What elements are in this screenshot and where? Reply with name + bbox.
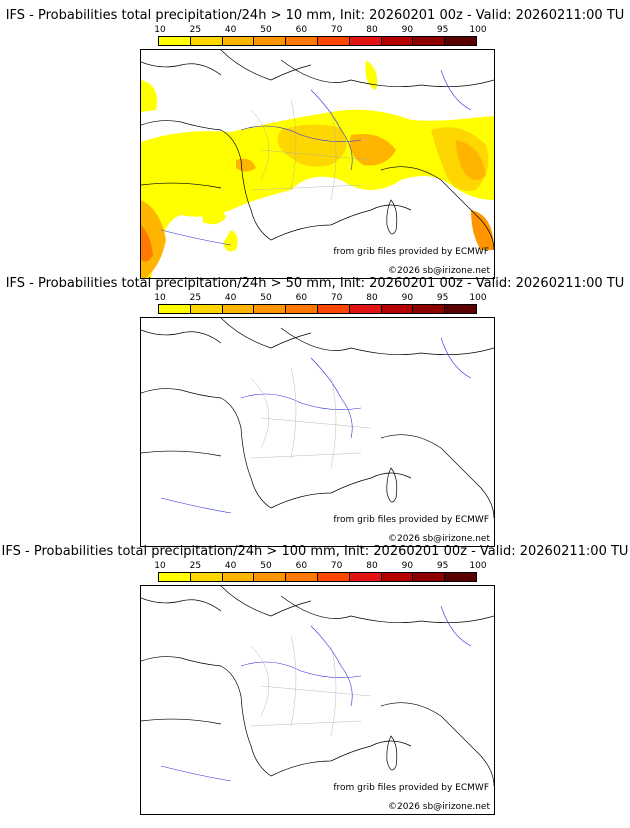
map-panel-10mm: IFS - Probabilities total precipitation/… (0, 0, 630, 279)
legend-swatch (190, 573, 223, 581)
legend-swatch (381, 37, 414, 45)
coastline-borders (141, 318, 494, 519)
map-panel-100mm: IFS - Probabilities total precipitation/… (0, 536, 630, 815)
admin-boundaries (250, 635, 372, 737)
legend-swatch (445, 37, 476, 45)
legend-swatch (222, 305, 255, 313)
probability-map: from grib files provided by ECMWF ©2026 … (140, 49, 495, 279)
legend-tick-label: 25 (189, 293, 202, 303)
legend-swatch (445, 573, 476, 581)
legend-tick-label: 50 (260, 25, 272, 35)
legend-swatch (381, 305, 414, 313)
data-source-credit: from grib files provided by ECMWF (333, 247, 489, 257)
legend-tick-label: 25 (189, 25, 202, 35)
admin-boundaries (250, 99, 372, 201)
map-panel-50mm: IFS - Probabilities total precipitation/… (0, 268, 630, 547)
legend-swatch (413, 573, 446, 581)
probability-map: from grib files provided by ECMWF ©2026 … (140, 585, 495, 815)
panel-title: IFS - Probabilities total precipitation/… (5, 276, 625, 291)
legend-swatch (254, 573, 287, 581)
legend-swatch (413, 305, 446, 313)
legend-swatch (254, 305, 287, 313)
precipitation-probability-shading (141, 60, 494, 278)
legend-tick-label: 100 (469, 25, 487, 35)
legend-swatch (317, 37, 350, 45)
legend-tick-label: 25 (189, 561, 202, 571)
legend-swatch (222, 573, 255, 581)
legend-tick-label: 50 (260, 561, 272, 571)
legend-tick-label: 95 (436, 561, 449, 571)
rivers (160, 605, 472, 782)
legend-swatch (222, 37, 255, 45)
copyright-credit: ©2026 sb@irizone.net (388, 534, 490, 544)
probability-legend-colorbar (158, 572, 477, 582)
legend-tick-label: 90 (401, 561, 414, 571)
legend-swatch (254, 37, 287, 45)
legend-swatch (413, 37, 446, 45)
legend-swatch (349, 573, 382, 581)
data-source-credit: from grib files provided by ECMWF (333, 515, 489, 525)
map-svg (141, 586, 494, 787)
copyright-credit: ©2026 sb@irizone.net (388, 802, 490, 812)
legend-tick-label: 80 (366, 561, 378, 571)
panel-title: IFS - Probabilities total precipitation/… (1, 544, 629, 559)
legend-swatch (159, 37, 191, 45)
legend-swatch (381, 573, 414, 581)
legend-tick-label: 80 (366, 25, 378, 35)
data-source-credit: from grib files provided by ECMWF (333, 783, 489, 793)
copyright-credit: ©2026 sb@irizone.net (388, 266, 490, 276)
map-svg (141, 318, 494, 519)
rivers (160, 337, 472, 514)
legend-tick-label: 95 (436, 293, 449, 303)
legend-swatch (286, 37, 318, 45)
legend-tick-label: 95 (436, 25, 449, 35)
probability-legend-colorbar (158, 304, 477, 314)
legend-tick-label: 10 (154, 293, 166, 303)
legend-tick-label: 40 (224, 293, 237, 303)
legend-tick-label: 40 (224, 561, 237, 571)
legend-tick-label: 40 (224, 25, 237, 35)
map-svg (141, 50, 494, 278)
legend-swatch (317, 305, 350, 313)
probability-map: from grib files provided by ECMWF ©2026 … (140, 317, 495, 547)
probability-legend-colorbar (158, 36, 477, 46)
legend-tick-label: 10 (154, 561, 166, 571)
coastline-borders (141, 586, 494, 787)
legend-swatch (190, 305, 223, 313)
legend-swatch (317, 573, 350, 581)
legend-swatch (190, 37, 223, 45)
legend-tick-label: 100 (469, 293, 487, 303)
legend-tick-labels: 10 25 40 50 60 70 80 90 95 100 (154, 561, 486, 571)
legend-tick-label: 80 (366, 293, 378, 303)
legend-tick-label: 10 (154, 25, 166, 35)
legend-tick-label: 70 (330, 561, 343, 571)
legend-tick-labels: 10 25 40 50 60 70 80 90 95 100 (154, 25, 486, 35)
legend-swatch (286, 573, 318, 581)
legend-tick-label: 100 (469, 561, 487, 571)
legend-swatch (286, 305, 318, 313)
legend-tick-label: 90 (401, 25, 414, 35)
legend-tick-label: 90 (401, 293, 414, 303)
legend-swatch (159, 305, 191, 313)
legend-tick-label: 60 (295, 561, 308, 571)
legend-tick-label: 70 (330, 25, 343, 35)
rivers (160, 69, 472, 246)
legend-swatch (349, 37, 382, 45)
legend-swatch (159, 573, 191, 581)
admin-boundaries (250, 367, 372, 469)
legend-tick-label: 50 (260, 293, 272, 303)
legend-tick-label: 60 (295, 293, 308, 303)
panel-title: IFS - Probabilities total precipitation/… (5, 8, 625, 23)
legend-tick-label: 60 (295, 25, 308, 35)
legend-tick-labels: 10 25 40 50 60 70 80 90 95 100 (154, 293, 486, 303)
coastline-borders (141, 50, 494, 251)
legend-tick-label: 70 (330, 293, 343, 303)
legend-swatch (349, 305, 382, 313)
legend-swatch (445, 305, 476, 313)
